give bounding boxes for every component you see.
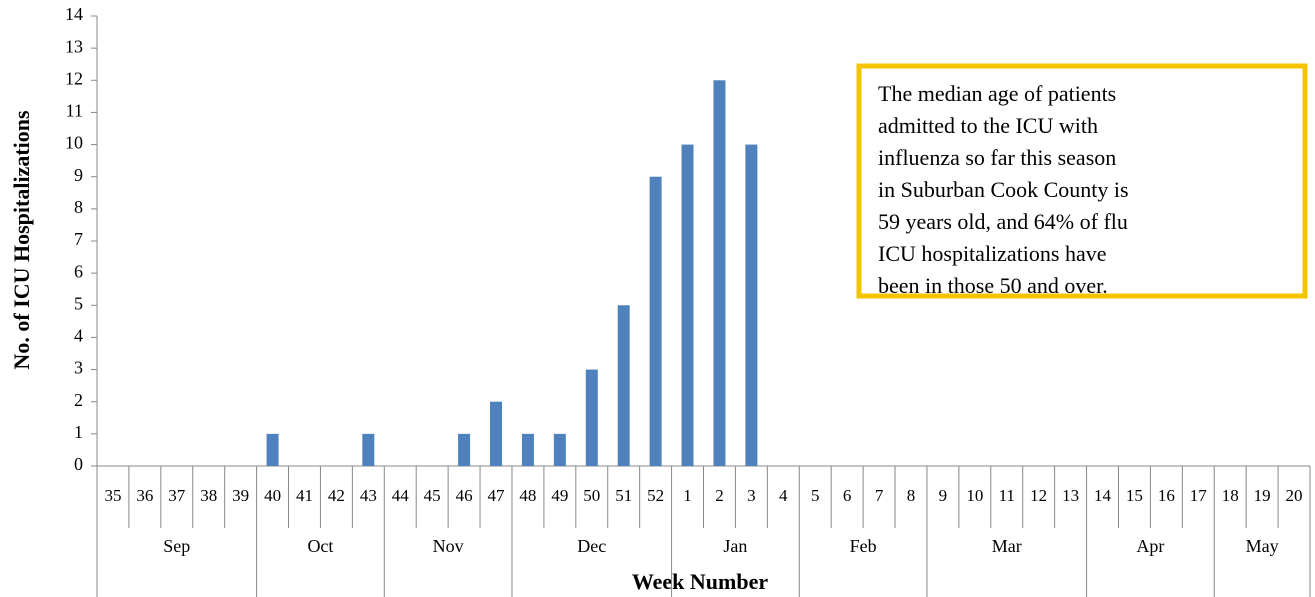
x-tick-label: 14: [1094, 486, 1112, 505]
y-tick-label: 6: [74, 261, 83, 281]
x-group-label: Mar: [992, 536, 1022, 556]
x-tick-label: 50: [583, 486, 600, 505]
x-group-label: Apr: [1136, 536, 1164, 556]
x-tick-label: 48: [519, 486, 536, 505]
x-tick-label: 49: [551, 486, 568, 505]
y-tick-label: 9: [74, 165, 83, 185]
x-tick-label: 12: [1030, 486, 1047, 505]
x-tick-label: 38: [200, 486, 217, 505]
x-group-label: Sep: [163, 536, 190, 556]
bar: [649, 176, 662, 466]
annotation-text: in Suburban Cook County is: [878, 177, 1129, 202]
y-tick-label: 14: [65, 4, 83, 24]
y-tick-label: 8: [74, 197, 83, 217]
x-tick-label: 8: [907, 486, 916, 505]
annotation-text: The median age of patients: [878, 81, 1116, 106]
x-tick-label: 51: [615, 486, 632, 505]
x-tick-label: 39: [232, 486, 249, 505]
y-tick-label: 2: [74, 390, 83, 410]
bar: [266, 433, 279, 466]
bar: [362, 433, 375, 466]
y-tick-label: 10: [65, 133, 83, 153]
x-tick-label: 37: [168, 486, 186, 505]
x-tick-label: 43: [360, 486, 377, 505]
y-tick-label: 12: [65, 68, 83, 88]
bar: [713, 80, 726, 467]
bar: [617, 305, 630, 466]
bar: [681, 144, 694, 467]
x-group-label: Oct: [307, 536, 333, 556]
x-group-label: Dec: [577, 536, 606, 556]
x-tick-label: 40: [264, 486, 281, 505]
x-tick-label: 41: [296, 486, 313, 505]
annotation-box: [856, 63, 1308, 299]
y-tick-label: 13: [65, 36, 83, 56]
x-tick-label: 13: [1062, 486, 1079, 505]
x-axis-title: Week Number: [632, 569, 769, 594]
x-tick-label: 44: [392, 486, 410, 505]
x-tick-label: 20: [1286, 486, 1303, 505]
x-group-label: Jan: [723, 536, 747, 556]
x-tick-label: 6: [843, 486, 852, 505]
y-tick-label: 0: [74, 454, 83, 474]
y-tick-label: 7: [74, 229, 83, 249]
x-tick-label: 47: [488, 486, 506, 505]
y-tick-label: 11: [66, 101, 83, 121]
x-tick-label: 11: [999, 486, 1015, 505]
bar: [553, 433, 566, 466]
bar: [458, 433, 471, 466]
x-tick-label: 36: [136, 486, 153, 505]
x-group-label: May: [1246, 536, 1279, 556]
x-tick-label: 7: [875, 486, 884, 505]
y-axis-title: No. of ICU Hospitalizations: [9, 110, 34, 370]
x-tick-label: 18: [1222, 486, 1239, 505]
x-tick-label: 5: [811, 486, 820, 505]
x-tick-label: 19: [1254, 486, 1271, 505]
x-group-label: Nov: [433, 536, 464, 556]
x-tick-label: 35: [104, 486, 121, 505]
x-tick-label: 17: [1190, 486, 1208, 505]
annotation-text: influenza so far this season: [878, 145, 1116, 170]
annotation-text: admitted to the ICU with: [878, 113, 1098, 138]
bar: [745, 144, 758, 467]
x-tick-label: 2: [715, 486, 724, 505]
annotation-text: 59 years old, and 64% of flu: [878, 209, 1128, 234]
x-tick-label: 46: [456, 486, 473, 505]
annotation-text: been in those 50 and over.: [878, 273, 1108, 298]
bar: [490, 401, 503, 466]
x-group-label: Feb: [850, 536, 877, 556]
x-tick-label: 1: [683, 486, 692, 505]
y-tick-label: 4: [74, 326, 83, 346]
annotation-text: ICU hospitalizations have: [878, 241, 1107, 266]
x-tick-label: 52: [647, 486, 664, 505]
x-tick-label: 4: [779, 486, 788, 505]
bar: [585, 369, 598, 466]
y-tick-label: 1: [74, 422, 83, 442]
bar: [521, 433, 534, 466]
x-tick-label: 15: [1126, 486, 1143, 505]
y-tick-label: 3: [74, 358, 83, 378]
x-tick-label: 3: [747, 486, 756, 505]
x-tick-label: 9: [939, 486, 948, 505]
x-tick-label: 45: [424, 486, 441, 505]
y-tick-label: 5: [74, 293, 83, 313]
x-tick-label: 42: [328, 486, 345, 505]
x-tick-label: 10: [966, 486, 983, 505]
x-tick-label: 16: [1158, 486, 1175, 505]
